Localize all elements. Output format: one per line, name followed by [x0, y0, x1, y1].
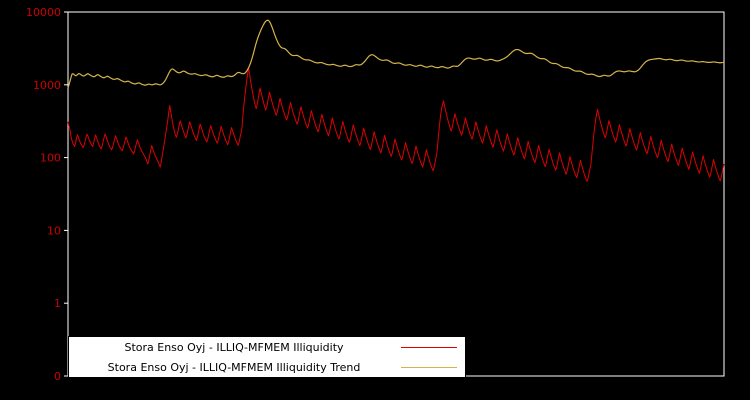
legend-entry-illiquidity-trend: Stora Enso Oyj - ILLIQ-MFMEM Illiquidity… — [69, 357, 465, 377]
data-series-group — [67, 19, 725, 182]
legend-label-illiquidity: Stora Enso Oyj - ILLIQ-MFMEM Illiquidity — [124, 340, 344, 354]
legend-swatch-illiquidity — [401, 346, 457, 348]
legend-swatch-illiquidity-trend — [401, 366, 457, 368]
svg-text:0: 0 — [54, 370, 61, 383]
series-illiquidity — [67, 67, 725, 182]
chart-legend: Stora Enso Oyj - ILLIQ-MFMEM Illiquidity… — [68, 336, 466, 378]
series-illiquidity-trend — [67, 19, 725, 89]
svg-text:1000: 1000 — [33, 79, 61, 92]
legend-entry-illiquidity: Stora Enso Oyj - ILLIQ-MFMEM Illiquidity — [69, 337, 465, 357]
svg-text:100: 100 — [40, 152, 61, 165]
svg-text:1: 1 — [54, 297, 61, 310]
svg-text:10000: 10000 — [26, 6, 61, 19]
legend-label-illiquidity-trend: Stora Enso Oyj - ILLIQ-MFMEM Illiquidity… — [107, 360, 361, 374]
svg-text:10: 10 — [47, 224, 61, 237]
